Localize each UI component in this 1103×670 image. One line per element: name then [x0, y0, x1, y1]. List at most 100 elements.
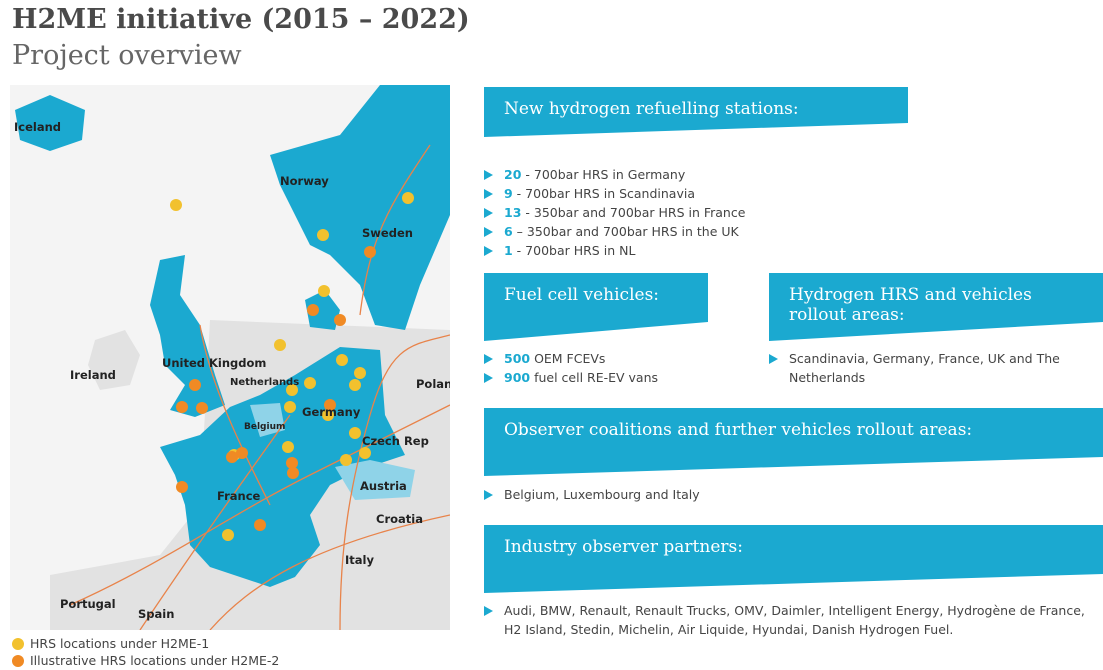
hrs-dot [196, 402, 208, 414]
hrs-dot [336, 354, 348, 366]
map-label: Austria [360, 479, 407, 493]
hrs-dot [226, 451, 238, 463]
hrs-dot [284, 401, 296, 413]
map-label: France [217, 489, 261, 503]
denmark [305, 290, 340, 330]
bullet-text: fuel cell RE-EV vans [530, 370, 659, 385]
bullet-item: 500 OEM FCEVs [484, 349, 764, 368]
map-label: Czech Rep [362, 434, 429, 448]
bullet-number: 6 [504, 224, 513, 239]
hrs-dot [189, 379, 201, 391]
hrs-dot [286, 457, 298, 469]
hrs-dot [340, 454, 352, 466]
hrs-dot [304, 377, 316, 389]
hrs-dot [176, 481, 188, 493]
hrs-dot [364, 246, 376, 258]
bullet-item: Belgium, Luxembourg and Italy [484, 485, 1084, 504]
ireland [88, 330, 140, 390]
legend-swatch [12, 655, 24, 667]
hrs-dot [274, 339, 286, 351]
title: H2ME initiative (2015 – 2022) [12, 4, 470, 35]
map-label: Belgium [244, 422, 285, 432]
hrs-dot [307, 304, 319, 316]
map-label: Iceland [14, 120, 61, 134]
hrs-dot [349, 427, 361, 439]
map-label: Italy [345, 553, 374, 567]
bullet-number: 9 [504, 186, 513, 201]
legend-text: HRS locations under H2ME-1 [30, 636, 210, 651]
hrs-dot [322, 409, 334, 421]
bullet-list: Scandinavia, Germany, France, UK and The… [769, 349, 1069, 387]
map-label: Norway [280, 174, 329, 188]
iceland [15, 95, 85, 151]
hrs-dot [324, 399, 336, 411]
bullet-item: 20 - 700bar HRS in Germany [484, 165, 1084, 184]
hrs-dot [170, 199, 182, 211]
bullet-item: 6 – 350bar and 700bar HRS in the UK [484, 222, 1084, 241]
section-heading: New hydrogen refuelling stations: [484, 87, 908, 137]
bullet-list: 500 OEM FCEVs 900 fuel cell RE-EV vans [484, 349, 764, 387]
map-label: Sweden [362, 226, 413, 240]
hrs-dot [254, 519, 266, 531]
bullet-text: - 700bar HRS in Germany [521, 167, 686, 182]
section-heading: Hydrogen HRS and vehicles rollout areas: [769, 273, 1103, 341]
hrs-dot [402, 192, 414, 204]
legend-item: HRS locations under H2ME-1 [12, 636, 209, 651]
bullet-item: 900 fuel cell RE-EV vans [484, 368, 764, 387]
subtitle: Project overview [12, 40, 242, 71]
bullet-text: - 350bar and 700bar HRS in France [521, 205, 746, 220]
continental-countries [160, 347, 405, 587]
hrs-dot [236, 447, 248, 459]
scandinavia [270, 85, 450, 330]
map-label: Portugal [60, 597, 116, 611]
corridors [69, 144, 450, 630]
hrs-dot [349, 379, 361, 391]
map-label: Croatia [376, 512, 423, 526]
hrs-dot [222, 529, 234, 541]
bullet-list: 20 - 700bar HRS in Germany 9 - 700bar HRS… [484, 165, 1084, 260]
map-label: Ireland [70, 368, 116, 382]
bullet-text: – 350bar and 700bar HRS in the UK [512, 224, 739, 239]
hrs-dot [334, 314, 346, 326]
uk [150, 255, 225, 417]
map-label: Netherlands [230, 377, 299, 388]
bullet-number: 900 [504, 370, 531, 385]
map-label: Germany [302, 405, 361, 419]
bullet-number: 1 [504, 243, 513, 258]
hrs-dot [317, 229, 329, 241]
bullet-item: 13 - 350bar and 700bar HRS in France [484, 203, 1084, 222]
hrs-dot [354, 367, 366, 379]
section-heading: Industry observer partners: [484, 525, 1103, 593]
legend-item: Illustrative HRS locations under H2ME-2 [12, 653, 279, 668]
legend-text: Illustrative HRS locations under H2ME-2 [30, 653, 280, 668]
bullet-item: Audi, BMW, Renault, Renault Trucks, OMV,… [484, 601, 1103, 639]
austria [335, 460, 415, 500]
bullet-list: Belgium, Luxembourg and Italy [484, 485, 1084, 504]
bullet-text: - 700bar HRS in NL [512, 243, 636, 258]
section-heading: Fuel cell vehicles: [484, 273, 708, 341]
hrs-dot [318, 285, 330, 297]
bullet-text: Belgium, Luxembourg and Italy [504, 487, 700, 502]
bullet-number: 20 [504, 167, 522, 182]
bullet-number: 13 [504, 205, 522, 220]
bullet-item: 9 - 700bar HRS in Scandinavia [484, 184, 1084, 203]
bullet-text: - 700bar HRS in Scandinavia [512, 186, 695, 201]
bullet-text: OEM FCEVs [530, 351, 606, 366]
hrs-dot [282, 441, 294, 453]
bullet-item: Scandinavia, Germany, France, UK and The… [769, 349, 1069, 387]
hrs-dot [359, 447, 371, 459]
belgium [250, 403, 285, 437]
hrs-dot [286, 384, 298, 396]
bullet-list: Audi, BMW, Renault, Renault Trucks, OMV,… [484, 601, 1103, 639]
map-label: Polan [416, 377, 450, 391]
map: Iceland Norway Sweden United Kingdom Ire… [10, 85, 450, 630]
section-heading: Observer coalitions and further vehicles… [484, 408, 1103, 476]
bullet-text: Scandinavia, Germany, France, UK and The… [789, 351, 1060, 385]
bullet-item: 1 - 700bar HRS in NL [484, 241, 1084, 260]
hrs-dot [287, 467, 299, 479]
bullet-number: 500 [504, 351, 531, 366]
legend-swatch [12, 638, 24, 650]
hrs-dot [176, 401, 188, 413]
bullet-text: Audi, BMW, Renault, Renault Trucks, OMV,… [504, 603, 1085, 637]
